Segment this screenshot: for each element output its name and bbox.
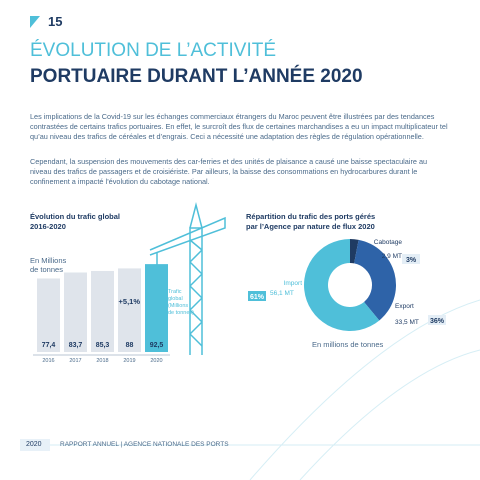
title-line: PORTUAIRE DURANT L’ANNÉE 2020 [30,66,363,87]
marker [30,16,40,28]
bar [37,278,60,352]
footer-year: 2020 [26,441,42,448]
slice-name: Export [395,303,414,310]
legend: Trafic global (Millions de tonnes) [168,289,194,316]
amount-label: 56,1 MT [270,290,294,297]
pie-slice [303,239,380,332]
bar [118,268,141,352]
pie-slice [354,239,396,321]
value-label: 92,5 [150,342,164,349]
badge [248,291,266,301]
bar [64,272,87,352]
value-label: 83,7 [69,342,83,349]
paragraph: Cependant, la suspension des mouvements … [30,157,428,186]
x-tick-label: 2016 [42,358,54,364]
chart-title: Évolution du trafic global 2016-2020 [30,212,120,231]
x-tick-label: 2019 [123,358,135,364]
percent-label: 61% [250,294,265,301]
caption: En millions de tonnes [312,340,384,349]
title-line: ÉVOLUTION DE L’ACTIVITÉ [30,40,276,61]
bar [91,270,114,352]
percent-label: 3% [406,257,417,264]
value-label: 88 [126,342,134,349]
amount-label: 2,9 MT [382,253,402,260]
x-tick-label: 2018 [96,358,108,364]
badge [428,315,446,325]
slice-name: Cabotage [374,239,403,246]
bar [145,264,168,352]
badge [402,254,420,264]
footer-box [20,439,50,451]
chart-title: Répartition du trafic des ports gérés pa… [246,212,376,231]
amount-label: 33,5 MT [395,319,419,326]
annotation: +5,1% [119,297,141,306]
deco [299,349,480,480]
crane [149,202,226,355]
page-number: 15 [48,14,63,29]
deco [249,299,480,480]
unit: En Millions de tonnes [30,256,67,274]
footer-text: RAPPORT ANNUEL | AGENCE NATIONALE DES PO… [60,441,229,448]
x-tick-label: 2017 [69,358,81,364]
value-label: 77,4 [42,342,56,349]
paragraph: Les implications de la Covid-19 sur les … [30,112,448,141]
slice-name: Import [284,280,303,287]
percent-label: 36% [430,318,445,325]
pie-slice [350,239,359,264]
value-label: 85,3 [96,342,110,349]
x-tick-label: 2020 [150,358,162,364]
